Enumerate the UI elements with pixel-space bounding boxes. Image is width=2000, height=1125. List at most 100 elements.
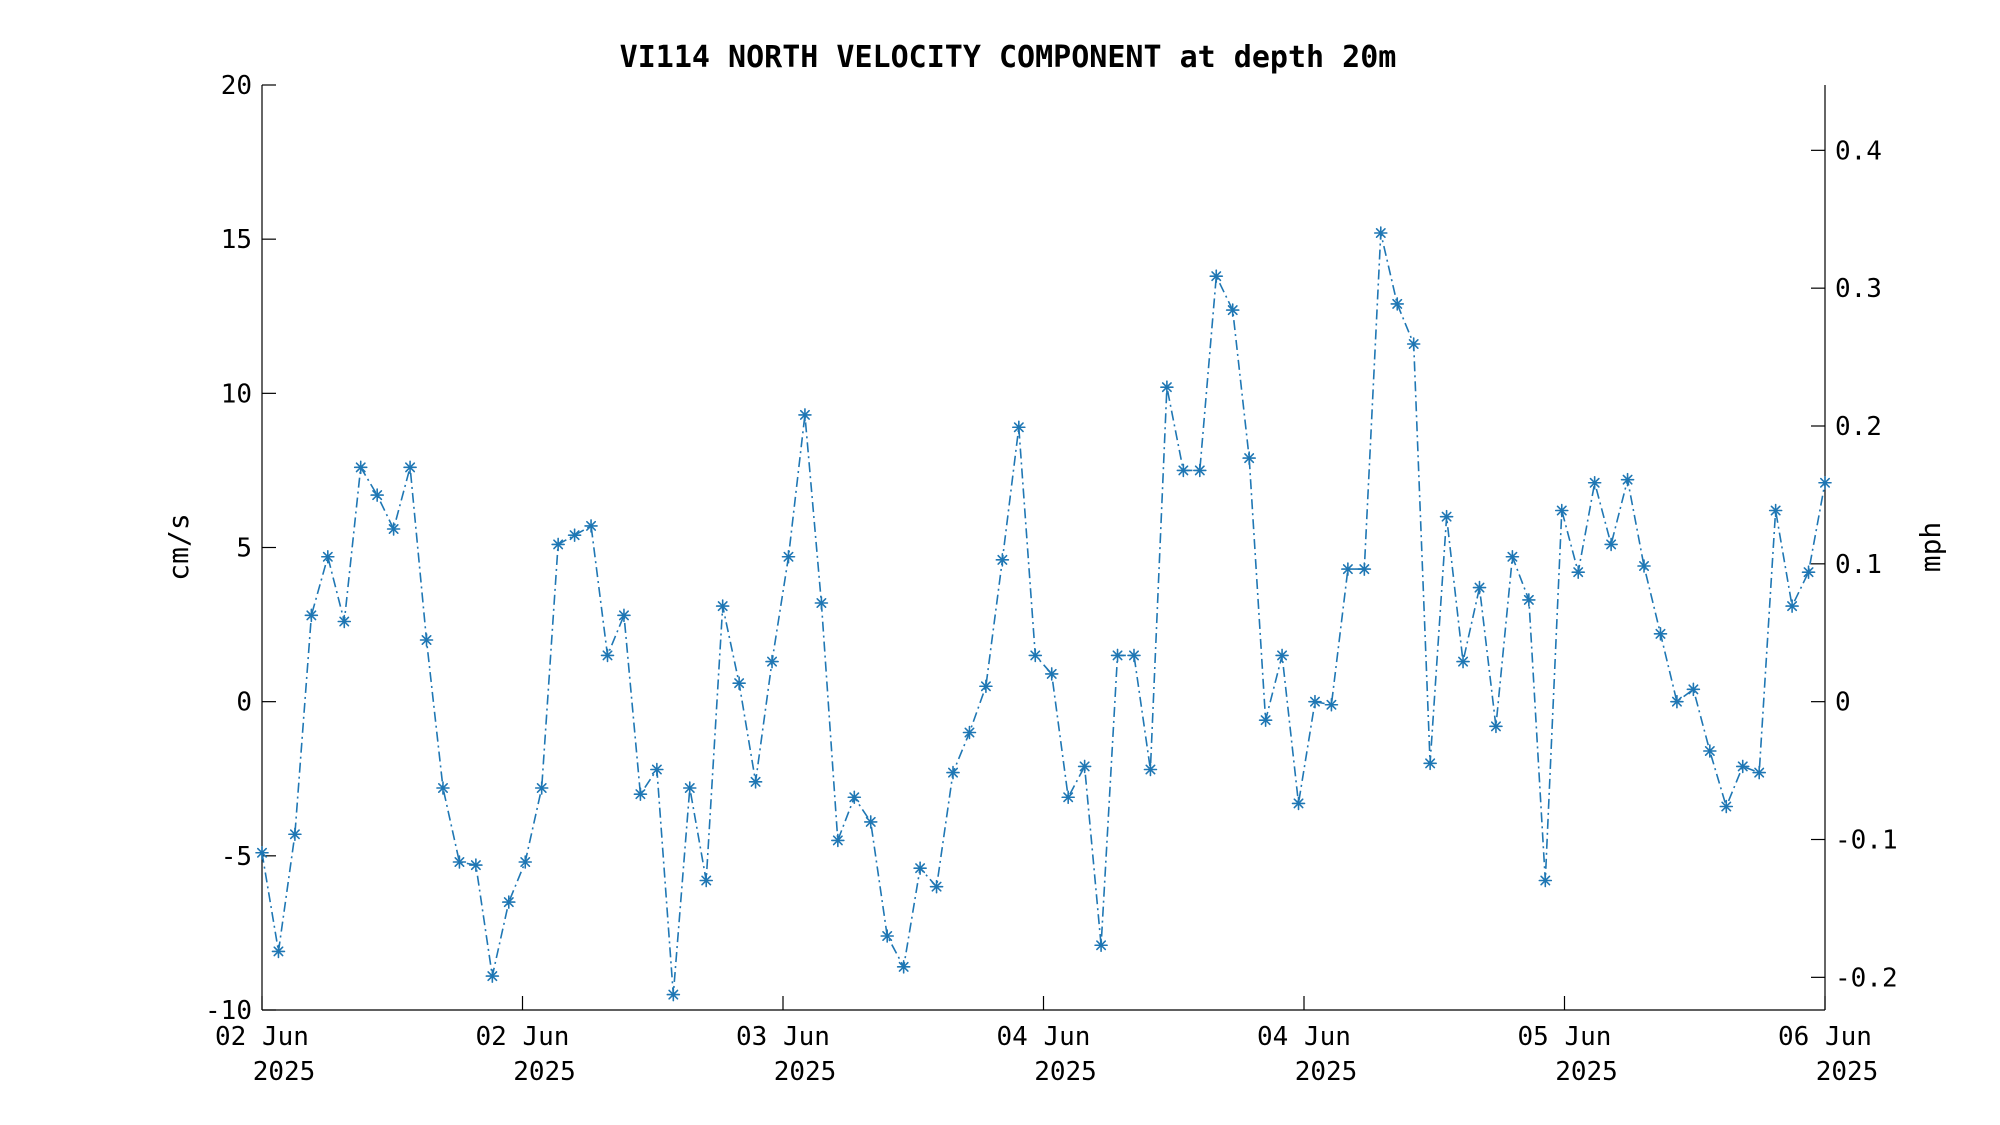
y-tick-label-right: 0.1 <box>1835 550 1882 580</box>
data-point <box>1193 463 1207 478</box>
data-point <box>419 633 434 647</box>
data-point <box>436 781 450 795</box>
data-point <box>650 762 664 777</box>
data-point <box>485 969 500 983</box>
data-point <box>880 929 895 943</box>
data-point <box>353 460 368 475</box>
data-point <box>1637 559 1651 573</box>
data-point <box>1127 648 1141 663</box>
data-point <box>962 725 977 740</box>
data-point <box>1818 475 1832 490</box>
data-point <box>288 827 302 842</box>
data-point <box>1703 744 1717 758</box>
y-tick-label-right: -0.1 <box>1835 826 1898 856</box>
data-point <box>1423 756 1437 771</box>
data-point <box>1735 759 1750 774</box>
data-point <box>1012 420 1026 435</box>
data-point <box>600 648 615 663</box>
y-axis-label-left: cm/s <box>162 513 195 580</box>
data-point <box>1719 799 1734 814</box>
data-point <box>1571 565 1586 579</box>
data-point <box>452 855 467 869</box>
data-point <box>699 873 714 888</box>
data-point <box>403 460 417 475</box>
data-point <box>1209 269 1224 283</box>
data-point <box>1275 648 1289 663</box>
x-tick-label-date: 06 Jun <box>1778 1022 1872 1052</box>
data-point <box>255 845 269 860</box>
data-point <box>682 781 697 795</box>
x-tick-label-year: 2025 <box>1034 1057 1097 1087</box>
y-tick-label-right: 0.3 <box>1835 274 1882 304</box>
y-tick-label-right: 0.4 <box>1835 136 1882 166</box>
y-tick-label-left: 5 <box>236 534 252 564</box>
data-point <box>1653 627 1668 641</box>
data-point <box>1406 337 1421 351</box>
series-group <box>255 226 1832 1002</box>
data-point <box>337 614 352 629</box>
chart-title: VI114 NORTH VELOCITY COMPONENT at depth … <box>620 40 1397 75</box>
data-point <box>386 522 401 536</box>
y-tick-label-left: -10 <box>205 996 252 1026</box>
data-point <box>1538 873 1553 888</box>
x-tick-label-year: 2025 <box>774 1057 837 1087</box>
y-tick-label-right: -0.2 <box>1835 963 1898 993</box>
data-point <box>1258 713 1273 727</box>
x-tick-label-date: 04 Jun <box>997 1022 1091 1052</box>
data-point <box>370 488 384 502</box>
data-point <box>1176 463 1191 478</box>
data-point <box>1160 380 1174 394</box>
x-ticks: 02 Jun 2025 02 Jun 2025 03 Jun 2025 04 Jun 2025… <box>215 996 1878 1087</box>
y-ticks-right: -0.2 -0.1 0 0.1 0.2 0.3 0.4 <box>1811 136 1898 993</box>
data-point <box>1028 648 1043 663</box>
data-point <box>1620 472 1635 487</box>
data-point <box>913 861 927 875</box>
data-point <box>518 855 533 869</box>
y-tick-label-left: 0 <box>236 688 252 718</box>
data-point <box>929 879 944 894</box>
data-point <box>1390 297 1405 311</box>
y-tick-label-left: 10 <box>221 379 252 409</box>
data-point <box>1143 762 1158 777</box>
data-point <box>1110 648 1125 663</box>
x-tick-label-date: 02 Jun <box>215 1022 309 1052</box>
data-point <box>584 519 598 533</box>
data-point <box>979 679 993 694</box>
y-tick-label-left: 15 <box>221 225 252 255</box>
data-point <box>1242 451 1256 465</box>
data-point <box>666 987 681 1002</box>
data-point <box>1341 562 1355 576</box>
data-point <box>1439 509 1454 524</box>
data-point <box>1357 562 1372 576</box>
data-point <box>1456 654 1470 669</box>
data-point <box>863 815 878 829</box>
data-point <box>551 537 565 552</box>
data-point <box>1505 549 1520 564</box>
data-point <box>1077 759 1092 774</box>
data-point <box>798 408 812 422</box>
data-point <box>321 549 335 564</box>
data-point <box>501 895 516 909</box>
x-tick-label-year: 2025 <box>1555 1057 1618 1087</box>
data-point <box>534 781 549 795</box>
x-tick-label-date: 05 Jun <box>1518 1022 1612 1052</box>
x-tick-label-year: 2025 <box>253 1057 316 1087</box>
data-point <box>1686 682 1701 697</box>
data-point <box>831 833 845 848</box>
x-tick-label-year: 2025 <box>1816 1057 1879 1087</box>
x-tick-label-year: 2025 <box>1295 1057 1358 1087</box>
data-point <box>1522 593 1536 607</box>
data-point <box>617 608 631 623</box>
data-point <box>633 787 648 801</box>
data-point <box>1324 697 1339 712</box>
data-point <box>1785 599 1799 613</box>
data-point <box>1044 667 1059 681</box>
data-point <box>1308 694 1322 709</box>
x-tick-label-date: 02 Jun <box>476 1022 570 1052</box>
y-tick-label-left: 20 <box>221 71 252 101</box>
data-point <box>304 608 319 623</box>
x-tick-label-date: 03 Jun <box>736 1022 830 1052</box>
data-point <box>946 765 960 780</box>
